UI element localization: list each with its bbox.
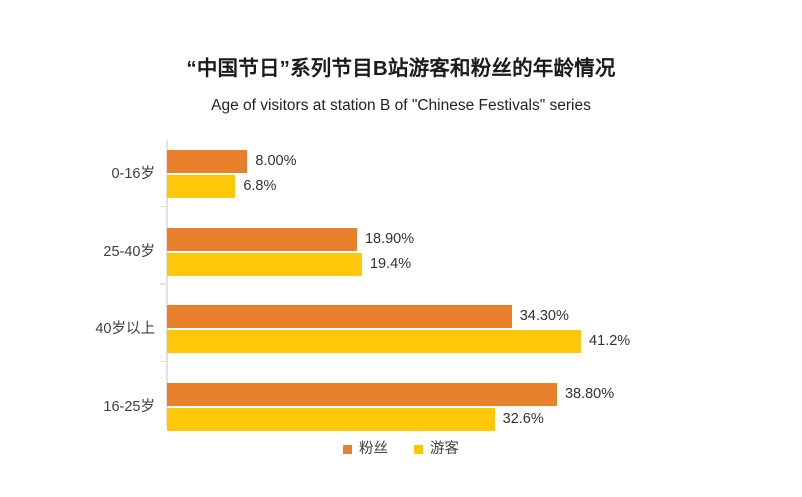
category-label: 25-40岁: [103, 243, 155, 260]
bar-value-label: 34.30%: [519, 308, 569, 324]
bar-row: 34.30%: [167, 305, 632, 328]
bar-fans[interactable]: [167, 305, 512, 328]
category-label: 0-16岁: [111, 166, 155, 182]
bar-value-label: 8.00%: [255, 153, 297, 169]
bar-row: 41.2%: [167, 330, 701, 353]
legend-item-visitors[interactable]: 游客: [414, 440, 459, 458]
legend-swatch-fans-icon: [343, 444, 352, 454]
chart-subtitle: Age of visitors at station B of "Chinese…: [211, 97, 591, 114]
bar-value-label: 19.4%: [369, 255, 412, 272]
bar-visitors[interactable]: [167, 407, 495, 431]
chart-title: “中国节日”系列节目B站游客和粉丝的年龄情况: [186, 57, 616, 80]
bar-visitors[interactable]: [167, 175, 236, 198]
chart-legend: 粉丝 游客: [0, 440, 802, 458]
axis-tick: [160, 360, 166, 363]
legend-item-fans[interactable]: 粉丝: [343, 440, 388, 458]
axis-tick: [160, 283, 166, 285]
bar-fans[interactable]: [167, 150, 248, 173]
bar-row: 32.6%: [167, 407, 615, 431]
legend-swatch-visitors-icon: [414, 444, 423, 454]
category-label: 16-25岁: [103, 398, 155, 415]
bar-row: 8.00%: [167, 150, 367, 173]
chart-header: “中国节日”系列节目B站游客和粉丝的年龄情况 Age of visitors a…: [0, 55, 802, 117]
bar-value-label: 41.2%: [589, 333, 631, 349]
bar-value-label: 18.90%: [364, 230, 415, 247]
bar-value-label: 38.80%: [564, 385, 615, 402]
bar-row: 6.8%: [167, 175, 355, 198]
bar-visitors[interactable]: [167, 330, 582, 353]
bar-value-label: 32.6%: [502, 410, 544, 427]
bar-row: 19.4%: [167, 252, 482, 276]
legend-label-fans: 粉丝: [359, 441, 388, 457]
bar-fans[interactable]: [167, 382, 557, 406]
y-axis-line: [166, 140, 168, 426]
axis-tick: [160, 205, 166, 208]
bar-value-label: 6.8%: [243, 178, 277, 194]
legend-label-visitors: 游客: [430, 441, 459, 457]
bar-row: 38.80%: [167, 382, 677, 406]
bar-row: 18.90%: [167, 227, 477, 251]
bar-fans[interactable]: [167, 227, 357, 251]
category-label: 40岁以上: [95, 321, 155, 337]
bar-visitors[interactable]: [167, 252, 362, 276]
